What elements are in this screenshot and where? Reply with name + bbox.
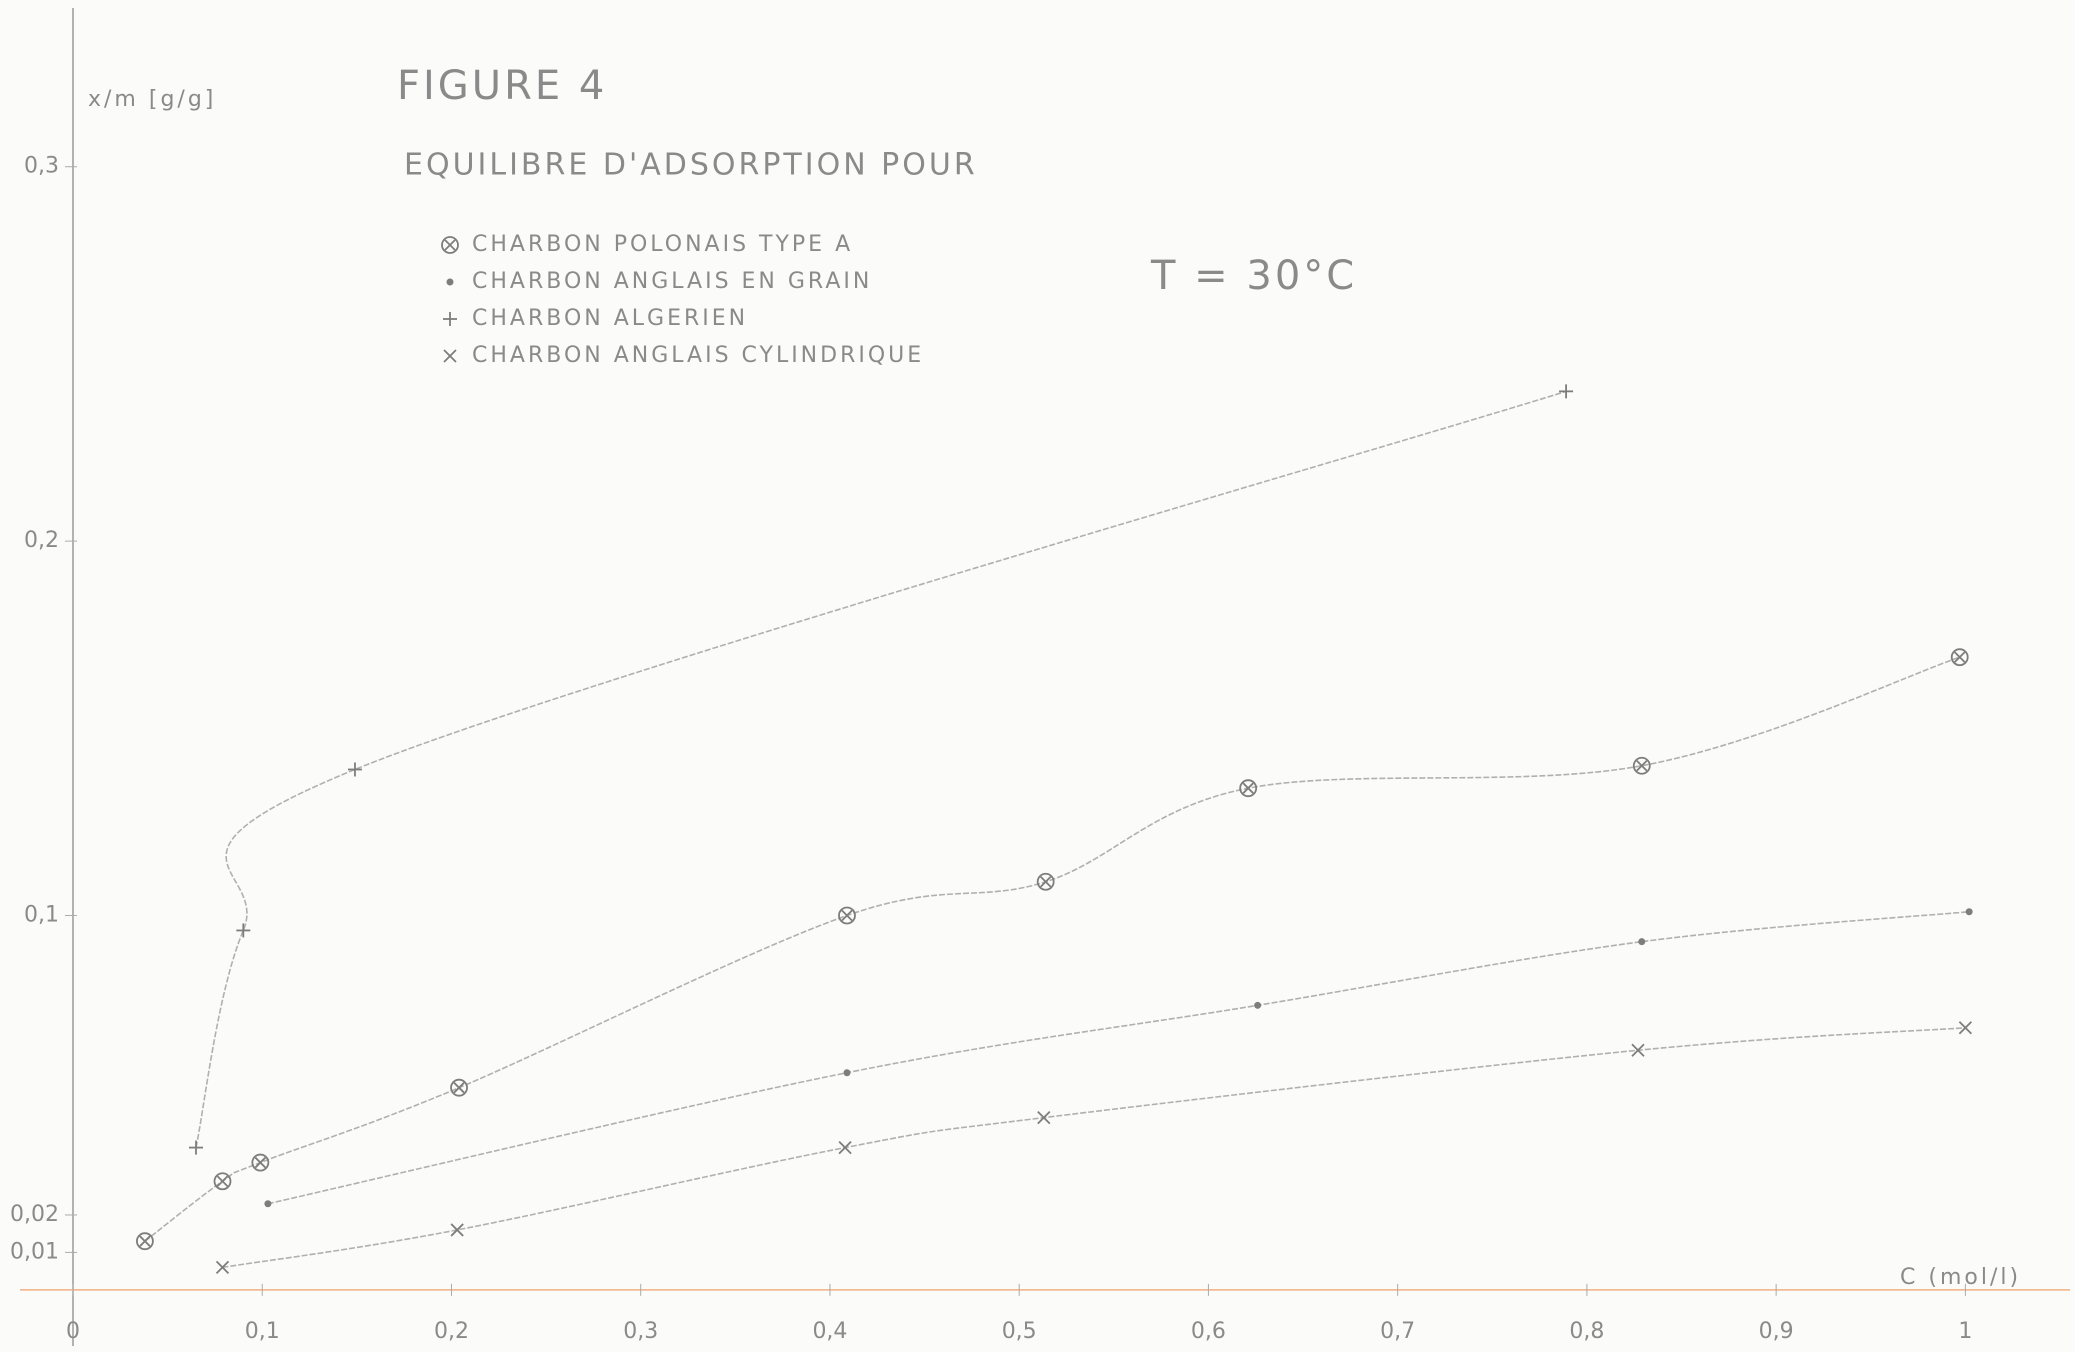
point — [348, 762, 362, 776]
chart-subtitle: EQUILIBRE D'ADSORPTION POUR — [404, 148, 978, 183]
point — [1634, 758, 1650, 774]
series-line — [145, 657, 1960, 1241]
point — [137, 1233, 153, 1249]
point — [839, 907, 855, 923]
legend-label: CHARBON ANGLAIS CYLINDRIQUE — [472, 343, 924, 368]
marker-part — [447, 279, 454, 286]
point — [1638, 938, 1645, 945]
series-line — [268, 912, 1969, 1204]
point — [1966, 908, 1973, 915]
marker-part — [1966, 908, 1973, 915]
point — [236, 923, 250, 937]
x-tick-label: 0,5 — [1002, 1319, 1037, 1344]
series-line — [222, 1028, 1965, 1268]
point — [1952, 649, 1968, 665]
chart-title: FIGURE 4 — [397, 63, 607, 109]
point — [1254, 1002, 1261, 1009]
legend-label: CHARBON ALGERIEN — [472, 306, 748, 331]
point — [843, 1069, 850, 1076]
x-tick-label: 0,8 — [1569, 1319, 1604, 1344]
y-tick-label: 0,3 — [24, 154, 59, 179]
y-tick-label: 0,1 — [24, 902, 59, 927]
y-tick-label: 0,2 — [24, 528, 59, 553]
x-tick-label: 0,9 — [1759, 1319, 1794, 1344]
y-tick-label: 0,02 — [10, 1202, 59, 1227]
point — [189, 1141, 203, 1155]
legend-marker — [444, 350, 456, 362]
point — [1240, 780, 1256, 796]
point — [1559, 384, 1573, 398]
y-tick-label: 0,01 — [10, 1239, 59, 1264]
chart: FIGURE 4 EQUILIBRE D'ADSORPTION POUR T =… — [0, 0, 2075, 1352]
marker-part — [264, 1200, 271, 1207]
point — [451, 1080, 467, 1096]
legend-marker — [447, 279, 454, 286]
x-tick-label: 0,4 — [812, 1319, 847, 1344]
legend-marker — [443, 312, 457, 326]
marker-part — [1254, 1002, 1261, 1009]
point — [264, 1200, 271, 1207]
point — [1038, 874, 1054, 890]
point — [252, 1155, 268, 1171]
x-tick-label: 0,6 — [1191, 1319, 1226, 1344]
point — [1038, 1112, 1050, 1124]
x-tick-label: 0,3 — [623, 1319, 658, 1344]
x-tick-label: 0 — [66, 1319, 80, 1344]
legend-marker — [442, 237, 458, 253]
x-tick-label: 0,7 — [1380, 1319, 1415, 1344]
marker-part — [843, 1069, 850, 1076]
y-axis-label: x/m [g/g] — [88, 87, 216, 112]
legend-label: CHARBON ANGLAIS EN GRAIN — [472, 269, 872, 294]
x-tick-label: 1 — [1958, 1319, 1972, 1344]
series-line — [196, 391, 1566, 1147]
x-axis-label: C (mol/l) — [1900, 1265, 2021, 1290]
x-tick-label: 0,2 — [434, 1319, 469, 1344]
point — [214, 1173, 230, 1189]
page: {"chart_data": {"type": "scatter", "titl… — [0, 0, 2075, 1352]
legend-label: CHARBON POLONAIS TYPE A — [472, 232, 853, 257]
x-tick-label: 0,1 — [245, 1319, 280, 1344]
marker-part — [1638, 938, 1645, 945]
annotation: T = 30°C — [1150, 253, 1357, 299]
